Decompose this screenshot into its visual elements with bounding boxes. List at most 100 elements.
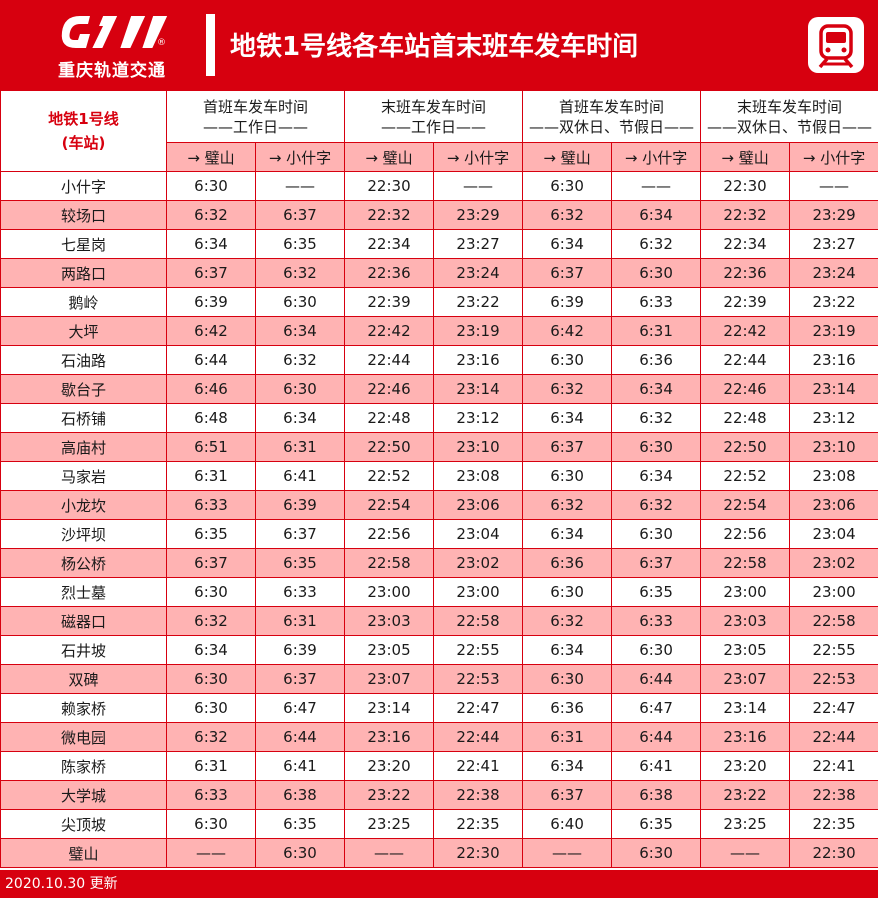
time-cell: 23:03 xyxy=(344,606,435,636)
station-name: 小什字 xyxy=(0,171,167,201)
time-cell: 23:22 xyxy=(700,780,791,810)
time-cell: 22:56 xyxy=(344,519,435,549)
time-cell: 23:08 xyxy=(433,461,524,491)
time-cell: 6:41 xyxy=(611,751,702,781)
time-cell: 6:39 xyxy=(254,490,346,520)
time-cell: —— xyxy=(611,171,702,201)
time-cell: 23:00 xyxy=(789,577,878,607)
time-cell: 6:34 xyxy=(522,751,613,781)
time-cell: 6:30 xyxy=(166,664,256,694)
table-row: 小什字 6:30 —— 22:30 —— 6:30 —— 22:30 —— xyxy=(0,171,878,201)
table-row: 杨公桥 6:37 6:35 22:58 23:02 6:36 6:37 22:58 23:02 xyxy=(0,548,878,578)
time-cell: 23:06 xyxy=(789,490,878,520)
time-cell: 23:25 xyxy=(344,809,435,839)
table-row: 歇台子 6:46 6:30 22:46 23:14 6:32 6:34 22:46 23:14 xyxy=(0,374,878,404)
time-cell: 23:10 xyxy=(789,432,878,462)
time-cell: 22:32 xyxy=(344,200,435,230)
time-cell: 6:37 xyxy=(611,548,702,578)
station-name: 大学城 xyxy=(0,780,167,810)
time-cell: 23:08 xyxy=(789,461,878,491)
time-cell: 6:34 xyxy=(522,403,613,433)
time-cell: 23:05 xyxy=(700,635,791,665)
time-cell: 22:55 xyxy=(433,635,524,665)
time-cell: 22:34 xyxy=(700,229,791,259)
time-cell: 6:31 xyxy=(254,606,346,636)
time-cell: 6:30 xyxy=(611,432,702,462)
time-cell: 22:38 xyxy=(433,780,524,810)
time-cell: 22:42 xyxy=(700,316,791,346)
time-cell: 6:32 xyxy=(522,374,613,404)
metro-train-icon xyxy=(808,17,864,73)
group-subtitle: ——工作日—— xyxy=(381,117,487,136)
time-cell: 6:36 xyxy=(522,693,613,723)
time-cell: 22:48 xyxy=(344,403,435,433)
time-cell: 6:44 xyxy=(611,722,702,752)
time-cell: 6:33 xyxy=(166,780,256,810)
time-cell: 6:31 xyxy=(166,751,256,781)
time-cell: 22:44 xyxy=(433,722,524,752)
time-cell: —— xyxy=(789,171,878,201)
time-cell: 6:32 xyxy=(611,403,702,433)
time-cell: 22:39 xyxy=(700,287,791,317)
time-cell: 6:30 xyxy=(522,345,613,375)
time-cell: 22:50 xyxy=(700,432,791,462)
timetable: 地铁1号线 (车站) 首班车发车时间 ——工作日—— 末班车发车时间 ——工作日… xyxy=(0,90,878,868)
time-cell: 23:00 xyxy=(344,577,435,607)
time-cell: 6:35 xyxy=(611,809,702,839)
time-cell: 23:22 xyxy=(789,287,878,317)
time-cell: 6:30 xyxy=(522,577,613,607)
time-cell: 6:37 xyxy=(522,432,613,462)
station-name: 较场口 xyxy=(0,200,167,230)
time-cell: 23:16 xyxy=(700,722,791,752)
time-cell: 6:31 xyxy=(254,432,346,462)
direction-header: → 小什字 xyxy=(433,142,524,172)
time-cell: 6:41 xyxy=(254,461,346,491)
table-row: 大坪 6:42 6:34 22:42 23:19 6:42 6:31 22:42 23:19 xyxy=(0,316,878,346)
time-cell: 6:34 xyxy=(611,461,702,491)
time-cell: —— xyxy=(522,838,613,868)
time-cell: 23:00 xyxy=(700,577,791,607)
time-cell: 22:53 xyxy=(789,664,878,694)
time-cell: 6:30 xyxy=(166,693,256,723)
time-cell: 23:14 xyxy=(700,693,791,723)
time-cell: 6:37 xyxy=(522,258,613,288)
time-cell: 6:30 xyxy=(166,577,256,607)
table-row: 两路口 6:37 6:32 22:36 23:24 6:37 6:30 22:36 23:24 xyxy=(0,258,878,288)
time-cell: 6:31 xyxy=(166,461,256,491)
page-title: 地铁1号线各车站首末班车发车时间 xyxy=(230,32,639,62)
time-cell: 23:06 xyxy=(433,490,524,520)
direction-header: → 小什字 xyxy=(611,142,702,172)
footer-update-note: 2020.10.30 更新 xyxy=(0,870,878,898)
time-cell: 22:53 xyxy=(433,664,524,694)
time-cell: —— xyxy=(254,171,346,201)
time-cell: 22:46 xyxy=(700,374,791,404)
time-cell: 6:33 xyxy=(254,577,346,607)
page-header: ® 重庆轨道交通 地铁1号线各车站首末班车发车时间 xyxy=(0,0,878,90)
time-cell: 6:34 xyxy=(254,316,346,346)
time-cell: 22:44 xyxy=(344,345,435,375)
time-cell: 23:25 xyxy=(700,809,791,839)
station-name: 磁器口 xyxy=(0,606,167,636)
time-cell: 6:44 xyxy=(166,345,256,375)
group-header-weekday-first: 首班车发车时间 ——工作日—— xyxy=(165,90,346,143)
time-cell: 6:30 xyxy=(254,287,346,317)
time-cell: 6:33 xyxy=(166,490,256,520)
time-cell: 23:24 xyxy=(433,258,524,288)
group-subtitle: ——双休日、节假日—— xyxy=(707,117,873,136)
header-divider xyxy=(206,14,215,76)
time-cell: 22:58 xyxy=(344,548,435,578)
station-name: 鹅岭 xyxy=(0,287,167,317)
direction-header-row: → 璧山 → 小什字 → 璧山 → 小什字 → 璧山 → 小什字 → 璧山 → … xyxy=(1,142,878,172)
table-row: 沙坪坝 6:35 6:37 22:56 23:04 6:34 6:30 22:56 23:04 xyxy=(0,519,878,549)
time-cell: 6:30 xyxy=(611,258,702,288)
time-cell: 22:34 xyxy=(344,229,435,259)
time-cell: —— xyxy=(700,838,791,868)
time-cell: 6:47 xyxy=(611,693,702,723)
station-name: 微电园 xyxy=(0,722,167,752)
station-name: 璧山 xyxy=(0,838,167,868)
direction-header: → 璧山 xyxy=(344,142,435,172)
time-cell: 22:58 xyxy=(700,548,791,578)
time-cell: 6:46 xyxy=(166,374,256,404)
time-cell: 22:32 xyxy=(700,200,791,230)
time-cell: 6:34 xyxy=(611,200,702,230)
